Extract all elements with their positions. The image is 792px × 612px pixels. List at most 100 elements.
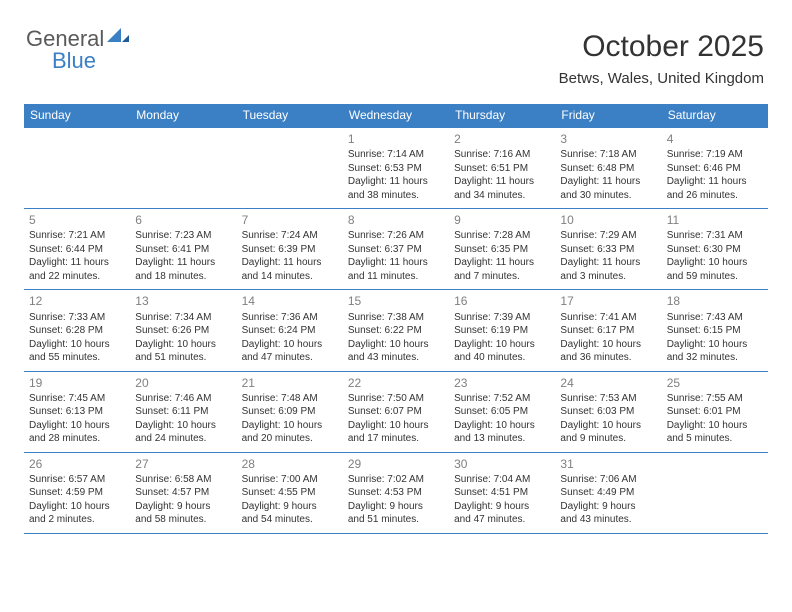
day-detail: Daylight: 11 hours	[29, 256, 125, 270]
day-detail: Sunrise: 7:34 AM	[135, 311, 231, 325]
day-number: 16	[454, 293, 550, 309]
day-detail: and 40 minutes.	[454, 351, 550, 365]
day-number: 17	[560, 293, 656, 309]
day-detail: Daylight: 10 hours	[454, 419, 550, 433]
day-detail: and 43 minutes.	[348, 351, 444, 365]
day-cell: 9Sunrise: 7:28 AMSunset: 6:35 PMDaylight…	[449, 209, 555, 290]
day-header: Wednesday	[343, 104, 449, 127]
day-number: 14	[242, 293, 338, 309]
day-cell	[130, 127, 236, 209]
day-detail: Sunrise: 7:33 AM	[29, 311, 125, 325]
day-detail: and 9 minutes.	[560, 432, 656, 446]
day-detail: Sunset: 6:41 PM	[135, 243, 231, 257]
day-detail: Sunset: 6:09 PM	[242, 405, 338, 419]
day-detail: Sunrise: 7:04 AM	[454, 473, 550, 487]
day-detail: Daylight: 10 hours	[242, 419, 338, 433]
day-detail: Daylight: 11 hours	[348, 175, 444, 189]
day-detail: Sunrise: 6:58 AM	[135, 473, 231, 487]
day-detail: Daylight: 10 hours	[667, 419, 763, 433]
day-detail: Sunrise: 7:28 AM	[454, 229, 550, 243]
day-cell: 1Sunrise: 7:14 AMSunset: 6:53 PMDaylight…	[343, 127, 449, 209]
day-cell: 11Sunrise: 7:31 AMSunset: 6:30 PMDayligh…	[662, 209, 768, 290]
day-detail: Daylight: 10 hours	[135, 419, 231, 433]
day-detail: Sunset: 4:55 PM	[242, 486, 338, 500]
day-detail: Sunrise: 7:21 AM	[29, 229, 125, 243]
day-cell: 28Sunrise: 7:00 AMSunset: 4:55 PMDayligh…	[237, 452, 343, 533]
day-cell: 6Sunrise: 7:23 AMSunset: 6:41 PMDaylight…	[130, 209, 236, 290]
day-detail: Sunset: 6:03 PM	[560, 405, 656, 419]
day-detail: and 51 minutes.	[348, 513, 444, 527]
day-cell: 2Sunrise: 7:16 AMSunset: 6:51 PMDaylight…	[449, 127, 555, 209]
day-detail: Sunrise: 7:48 AM	[242, 392, 338, 406]
day-detail: Sunrise: 7:23 AM	[135, 229, 231, 243]
day-detail: Sunset: 6:19 PM	[454, 324, 550, 338]
day-detail: and 47 minutes.	[454, 513, 550, 527]
day-cell: 13Sunrise: 7:34 AMSunset: 6:26 PMDayligh…	[130, 290, 236, 371]
day-detail: Sunset: 6:22 PM	[348, 324, 444, 338]
day-detail: and 17 minutes.	[348, 432, 444, 446]
day-detail: and 2 minutes.	[29, 513, 125, 527]
logo: General Blue	[26, 26, 129, 74]
month-title: October 2025	[559, 30, 764, 64]
day-detail: and 14 minutes.	[242, 270, 338, 284]
day-detail: Daylight: 10 hours	[667, 338, 763, 352]
day-cell	[24, 127, 130, 209]
day-number: 3	[560, 131, 656, 147]
day-detail: Sunrise: 7:46 AM	[135, 392, 231, 406]
day-header: Saturday	[662, 104, 768, 127]
day-detail: Sunset: 6:37 PM	[348, 243, 444, 257]
day-detail: Daylight: 10 hours	[348, 419, 444, 433]
day-detail: Sunrise: 7:39 AM	[454, 311, 550, 325]
day-detail: and 22 minutes.	[29, 270, 125, 284]
day-number: 5	[29, 212, 125, 228]
day-number: 30	[454, 456, 550, 472]
day-detail: and 7 minutes.	[454, 270, 550, 284]
day-detail: Sunrise: 7:41 AM	[560, 311, 656, 325]
day-detail: Sunrise: 7:50 AM	[348, 392, 444, 406]
day-cell: 21Sunrise: 7:48 AMSunset: 6:09 PMDayligh…	[237, 371, 343, 452]
day-detail: and 30 minutes.	[560, 189, 656, 203]
day-detail: Daylight: 11 hours	[454, 256, 550, 270]
day-detail: Sunset: 4:59 PM	[29, 486, 125, 500]
day-header: Monday	[130, 104, 236, 127]
day-detail: Sunrise: 7:16 AM	[454, 148, 550, 162]
day-cell: 18Sunrise: 7:43 AMSunset: 6:15 PMDayligh…	[662, 290, 768, 371]
day-cell: 26Sunrise: 6:57 AMSunset: 4:59 PMDayligh…	[24, 452, 130, 533]
day-detail: Sunset: 6:26 PM	[135, 324, 231, 338]
day-cell: 17Sunrise: 7:41 AMSunset: 6:17 PMDayligh…	[555, 290, 661, 371]
day-detail: and 54 minutes.	[242, 513, 338, 527]
day-detail: Daylight: 9 hours	[135, 500, 231, 514]
day-detail: Daylight: 9 hours	[348, 500, 444, 514]
day-number: 7	[242, 212, 338, 228]
day-cell: 7Sunrise: 7:24 AMSunset: 6:39 PMDaylight…	[237, 209, 343, 290]
day-number: 22	[348, 375, 444, 391]
day-detail: Sunset: 6:01 PM	[667, 405, 763, 419]
day-cell: 3Sunrise: 7:18 AMSunset: 6:48 PMDaylight…	[555, 127, 661, 209]
day-detail: and 13 minutes.	[454, 432, 550, 446]
day-detail: Sunrise: 7:53 AM	[560, 392, 656, 406]
day-detail: Daylight: 11 hours	[560, 256, 656, 270]
day-detail: Daylight: 10 hours	[560, 338, 656, 352]
day-detail: and 11 minutes.	[348, 270, 444, 284]
day-number: 26	[29, 456, 125, 472]
day-cell: 4Sunrise: 7:19 AMSunset: 6:46 PMDaylight…	[662, 127, 768, 209]
day-detail: Sunset: 6:51 PM	[454, 162, 550, 176]
day-detail: and 32 minutes.	[667, 351, 763, 365]
day-detail: Sunset: 4:51 PM	[454, 486, 550, 500]
day-detail: and 43 minutes.	[560, 513, 656, 527]
day-detail: Sunrise: 7:31 AM	[667, 229, 763, 243]
day-detail: Sunset: 6:39 PM	[242, 243, 338, 257]
day-detail: Sunrise: 7:24 AM	[242, 229, 338, 243]
day-cell	[662, 452, 768, 533]
logo-word2: Blue	[52, 48, 129, 74]
day-number: 29	[348, 456, 444, 472]
day-number: 2	[454, 131, 550, 147]
day-detail: Sunrise: 7:00 AM	[242, 473, 338, 487]
day-detail: Sunrise: 7:55 AM	[667, 392, 763, 406]
day-detail: Daylight: 9 hours	[560, 500, 656, 514]
day-detail: Sunset: 4:49 PM	[560, 486, 656, 500]
day-cell: 23Sunrise: 7:52 AMSunset: 6:05 PMDayligh…	[449, 371, 555, 452]
logo-sail-icon	[107, 28, 129, 49]
day-detail: Sunset: 6:48 PM	[560, 162, 656, 176]
day-detail: and 47 minutes.	[242, 351, 338, 365]
